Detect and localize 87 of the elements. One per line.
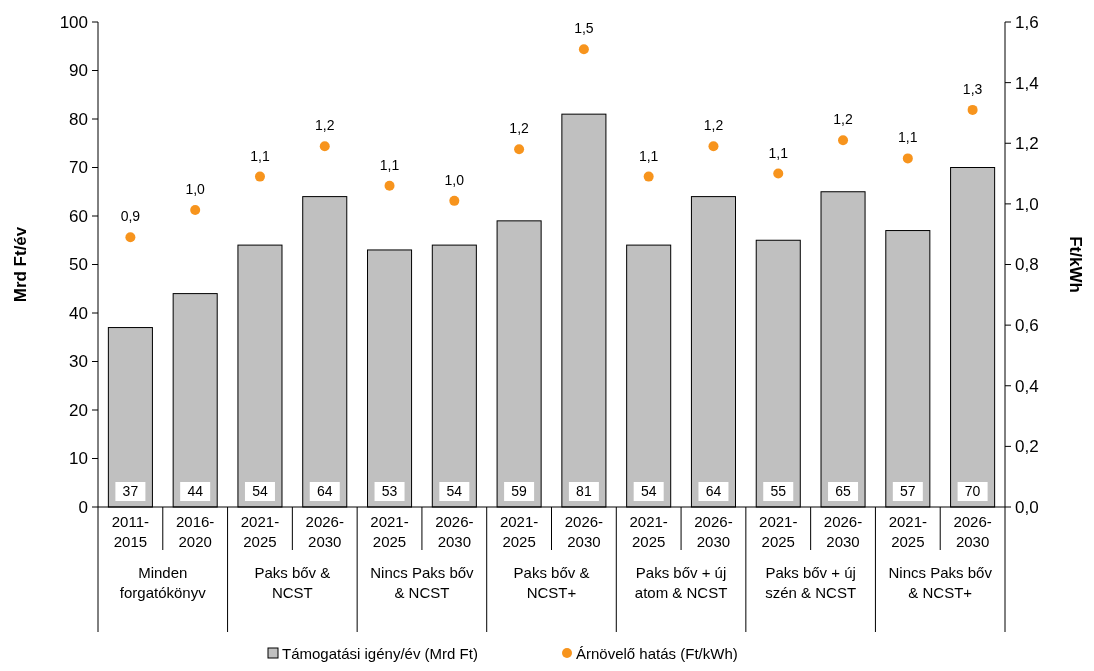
legend-label: Támogatási igény/év (Mrd Ft) (282, 645, 478, 662)
text: Paks bőv & NCST (254, 564, 331, 601)
y2-tick-label: 1,4 (1015, 73, 1039, 93)
y2-tick-label: 0,0 (1015, 497, 1039, 517)
text: Paks bőv + új szén & NCST (765, 564, 857, 601)
data-label: 64 (316, 483, 333, 499)
text: Nincs Paks bőv & NCST (370, 564, 475, 601)
point (384, 180, 395, 191)
data-label: 64 (705, 483, 722, 499)
data-label: 1,2 (509, 120, 530, 137)
data-label: 54 (446, 483, 463, 499)
y2-tick-label: 1,2 (1015, 134, 1039, 154)
y-tick-label: 40 (69, 303, 88, 323)
y-tick-label: 60 (69, 206, 88, 226)
point (449, 195, 460, 206)
data-label: 1,2 (315, 117, 335, 134)
x-tick-label: 2016-2020 (175, 513, 215, 550)
point (967, 104, 978, 115)
y2-tick-label: 1,0 (1015, 194, 1039, 214)
point (190, 204, 201, 215)
y2-axis-title: Ft/kWh (1066, 236, 1085, 293)
text: Minden forgatókönyv (119, 564, 207, 601)
data-label: 1,1 (898, 129, 918, 146)
legend-label: Árnövelő hatás (Ft/kWh) (576, 645, 738, 662)
data-label: 59 (511, 483, 528, 499)
data-label: 55 (770, 483, 787, 499)
y-tick-label: 100 (59, 12, 88, 32)
point (125, 232, 136, 243)
point (643, 171, 654, 182)
y-axis-title: Mrd Ft/év (11, 226, 30, 303)
x-tick-label: 2026-2030 (953, 513, 992, 550)
data-label: 1,3 (962, 80, 983, 97)
point (838, 135, 849, 146)
x-tick-label: 2026-2030 (564, 513, 604, 550)
x-tick-label: 2026-2030 (694, 513, 733, 550)
point (514, 144, 525, 155)
x-tick-label: 2026-2030 (823, 513, 863, 550)
y-tick-label: 20 (69, 400, 88, 420)
y-tick-label: 30 (69, 352, 88, 372)
y2-tick-label: 0,6 (1015, 316, 1039, 336)
data-label: 1,2 (703, 117, 724, 134)
x-tick-label: 2011-2015 (111, 513, 150, 550)
y2-tick-label: 1,6 (1015, 12, 1039, 32)
y-tick-label: 10 (69, 449, 88, 469)
data-label: 1,1 (250, 147, 270, 164)
point (319, 141, 330, 152)
data-label: 65 (835, 483, 852, 499)
data-label: 0,9 (120, 208, 141, 225)
data-label: 1,1 (638, 147, 659, 164)
data-label: 37 (122, 483, 139, 499)
data-label: 1,2 (833, 111, 853, 128)
y-tick-label: 80 (69, 109, 88, 129)
data-label: 1,0 (444, 171, 465, 188)
point (708, 141, 719, 152)
x-tick-label: 2021-2025 (629, 513, 668, 550)
data-label: 1,0 (185, 180, 206, 197)
x-tick-label: 2021-2025 (759, 513, 798, 550)
point (773, 168, 784, 179)
data-label: 54 (252, 483, 268, 499)
point (578, 44, 589, 55)
y2-tick-label: 0,4 (1015, 376, 1039, 396)
text: Nincs Paks bőv & NCST+ (888, 564, 993, 601)
x-tick-label: 2021-2025 (888, 513, 928, 550)
text: Paks bőv & NCST+ (513, 564, 590, 601)
x-tick-label: 2021-2025 (499, 513, 539, 550)
y-tick-label: 70 (69, 158, 88, 178)
data-label: 1,1 (768, 144, 789, 161)
y2-tick-label: 0,8 (1015, 255, 1039, 275)
data-label: 53 (381, 483, 398, 499)
data-label: 44 (187, 483, 204, 499)
data-label: 54 (640, 483, 657, 499)
x-tick-label: 2021-2025 (240, 513, 280, 550)
y2-tick-label: 0,2 (1015, 437, 1039, 457)
data-label: 57 (900, 483, 916, 499)
data-label: 81 (576, 483, 592, 499)
data-label: 70 (964, 483, 981, 499)
y-tick-label: 90 (69, 61, 88, 81)
data-label: 1,5 (574, 20, 594, 37)
data-label: 1,1 (379, 156, 400, 173)
x-tick-label: 2021-2025 (370, 513, 409, 550)
x-tick-label: 2026-2030 (435, 513, 474, 550)
x-tick-label: 2026-2030 (305, 513, 344, 550)
point (254, 171, 265, 182)
y-tick-label: 0 (78, 497, 88, 517)
point (902, 153, 913, 164)
text: Paks bőv + új atom & NCST (634, 564, 728, 601)
y-tick-label: 50 (69, 255, 88, 275)
